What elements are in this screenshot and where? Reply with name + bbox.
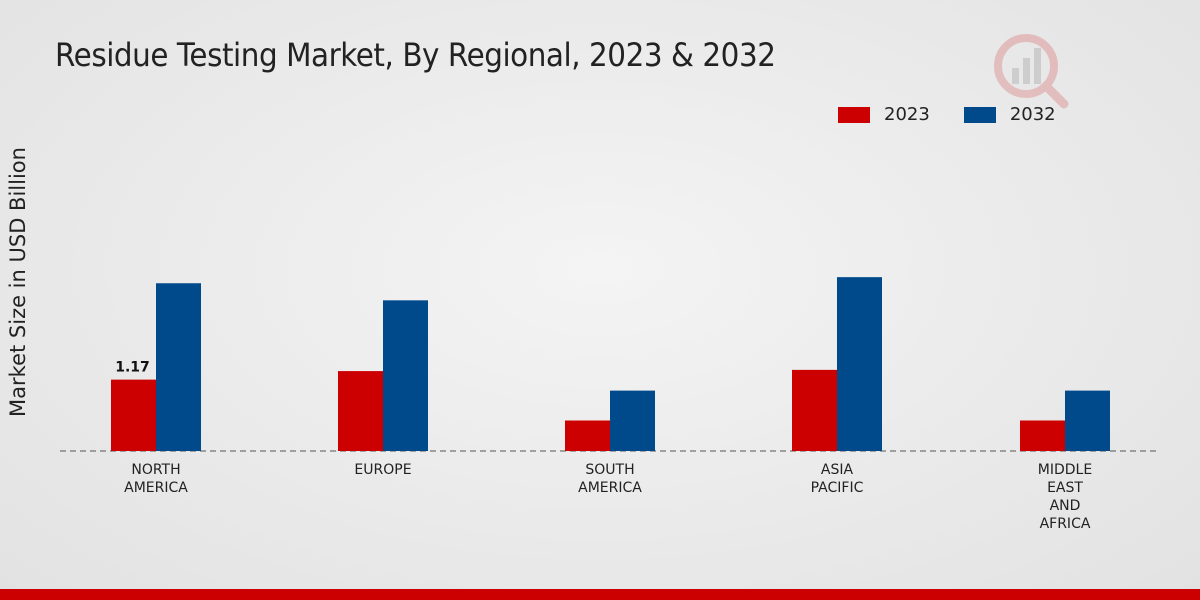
bar-2023-2 (565, 420, 610, 451)
legend-item-2023: 2023 (838, 104, 930, 125)
bar-2032-3 (837, 277, 882, 451)
legend-swatch-2023 (838, 106, 870, 123)
legend-label-2032: 2032 (1009, 104, 1056, 125)
bar-2023-3 (792, 369, 837, 451)
bar-2032-1 (383, 300, 428, 451)
category-label: EUROPE (354, 462, 412, 478)
bar-2023-4 (1020, 420, 1065, 451)
category-label: SOUTH AMERICA (578, 462, 642, 496)
bar-2032-2 (610, 390, 655, 451)
legend-label-2023: 2023 (884, 104, 930, 125)
bar-2023-0 (111, 379, 156, 451)
category-label: MIDDLE EAST AND AFRICA (1037, 462, 1093, 532)
data-label: 1.17 (115, 360, 150, 376)
watermark-logo-icon (994, 34, 1069, 109)
chart-title: Residue Testing Market, By Regional, 202… (55, 36, 776, 74)
bar-2032-0 (156, 283, 201, 451)
category-label: ASIA PACIFIC (810, 462, 864, 496)
legend: 2023 2032 (838, 104, 1056, 125)
footer-bar (0, 589, 1200, 600)
category-label: NORTH AMERICA (124, 462, 188, 496)
legend-item-2032: 2032 (963, 104, 1056, 125)
bar-2023-1 (338, 371, 383, 451)
bar-2032-4 (1065, 390, 1110, 451)
legend-swatch-2032 (963, 106, 996, 123)
